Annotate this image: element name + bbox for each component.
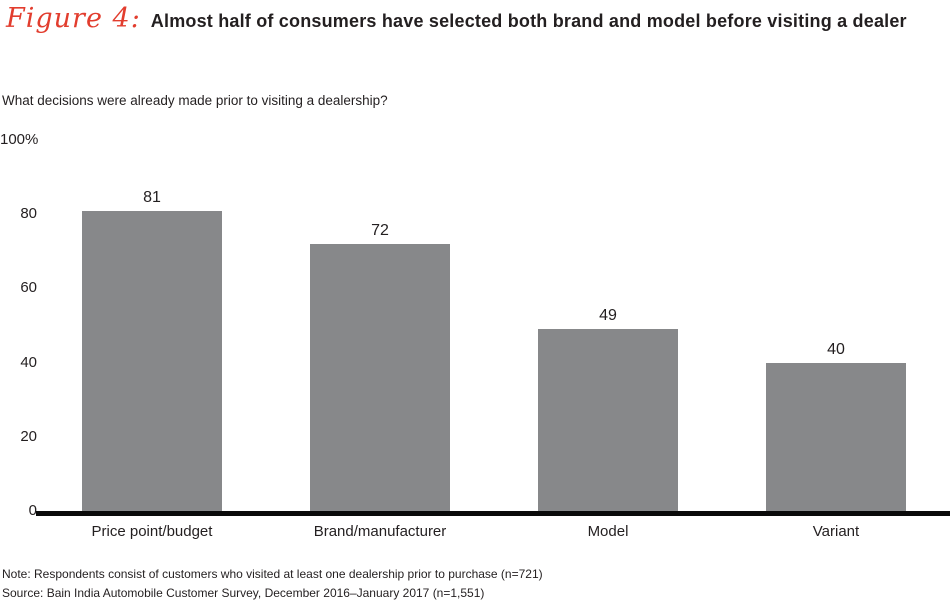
y-tick-label: 60	[20, 279, 37, 297]
bar	[766, 362, 906, 511]
bar	[82, 210, 222, 511]
y-tick-label: 100%	[0, 131, 39, 148]
category-label: Brand/manufacturer	[313, 523, 447, 540]
bar-slot: 49	[494, 140, 722, 511]
x-axis-labels: Price point/budget Brand/manufacturer Mode…	[38, 523, 950, 540]
y-axis: 100% 80 60 40 20 0	[0, 0, 39, 560]
bar-value-label: 49	[599, 307, 617, 325]
plot-area: 81 72 49 40	[38, 140, 950, 511]
figure-title: Almost half of consumers have selected b…	[150, 11, 907, 31]
category-label: Model	[587, 523, 629, 540]
bar	[310, 243, 450, 511]
bar	[538, 329, 678, 511]
y-tick-label: 80	[20, 205, 37, 223]
figure-header: Figure 4: Almost half of consumers have …	[6, 3, 907, 34]
bar-slot: 40	[722, 140, 950, 511]
bar-value-label: 72	[371, 221, 389, 239]
footnote: Note: Respondents consist of customers w…	[2, 567, 543, 581]
figure-number-label: Figure 4:	[6, 3, 141, 34]
y-tick-label: 0	[28, 502, 37, 519]
chart-question: What decisions were already made prior t…	[2, 93, 388, 108]
category-label: Variant	[812, 523, 860, 540]
x-axis-line	[36, 511, 950, 516]
bar-value-label: 40	[827, 340, 845, 358]
category-label: Price point/budget	[91, 523, 213, 540]
y-tick-label: 20	[20, 427, 37, 445]
source-line: Source: Bain India Automobile Customer S…	[2, 586, 485, 600]
y-tick-label: 40	[20, 353, 37, 371]
bar-slot: 81	[38, 140, 266, 511]
bar-value-label: 81	[143, 188, 161, 206]
bar-slot: 72	[266, 140, 494, 511]
